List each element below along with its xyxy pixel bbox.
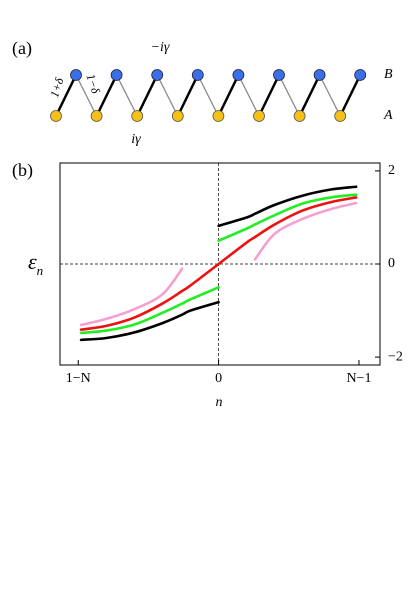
y-tick-label: 2 [388,163,395,178]
y-tick-label: 0 [388,256,395,271]
gain-label: −iγ [151,40,170,55]
x-tick-label: 0 [215,371,222,386]
row-label: A [383,108,393,123]
site-a [171,110,184,122]
curve [79,267,184,327]
site-a [90,110,103,122]
intra-bond [298,74,321,117]
inter-bond [278,74,301,117]
curve [217,193,358,243]
y-tick-label: −2 [388,349,403,364]
curve [253,201,358,261]
site-b [191,69,204,81]
site-b [313,69,326,81]
loss-label: iγ [131,132,141,147]
x-tick-label: N−1 [346,371,371,386]
y-label-sub: n [37,263,44,278]
panel-label: (b) [12,160,33,181]
site-a [334,110,347,122]
site-a [293,110,306,122]
site-a [131,110,144,122]
site-a [253,110,265,122]
site-b [273,69,285,81]
curve [79,285,220,335]
inter-bond [75,74,98,117]
x-axis-label: n [216,395,223,410]
intra-bond [257,74,281,117]
intra-bond [95,74,118,117]
intra-bond [54,74,78,117]
intra-bond [217,74,240,117]
panel-label: (a) [12,38,32,59]
y-axis-label: εn [28,249,43,278]
intra-bond [176,74,199,117]
intra-bond [136,74,159,117]
inter-bond [116,74,138,117]
bond-label: 1−δ [83,72,103,95]
curve [79,196,358,331]
curve [79,300,220,342]
site-b [232,69,245,81]
inter-bond [319,74,341,117]
bond-label: 1+δ [47,76,67,99]
inter-bond [197,74,219,117]
curve [217,185,358,228]
site-b [151,69,164,81]
y-label: ε [28,249,37,274]
row-label: B [384,67,393,82]
intra-bond [339,74,362,117]
x-tick-label: 1−N [66,371,91,386]
lattice [50,69,367,122]
site-b [70,69,82,81]
site-b [354,69,367,81]
site-a [212,110,225,122]
site-a [50,110,62,122]
site-b [110,69,123,81]
inter-bond [237,74,260,117]
inter-bond [156,74,179,117]
